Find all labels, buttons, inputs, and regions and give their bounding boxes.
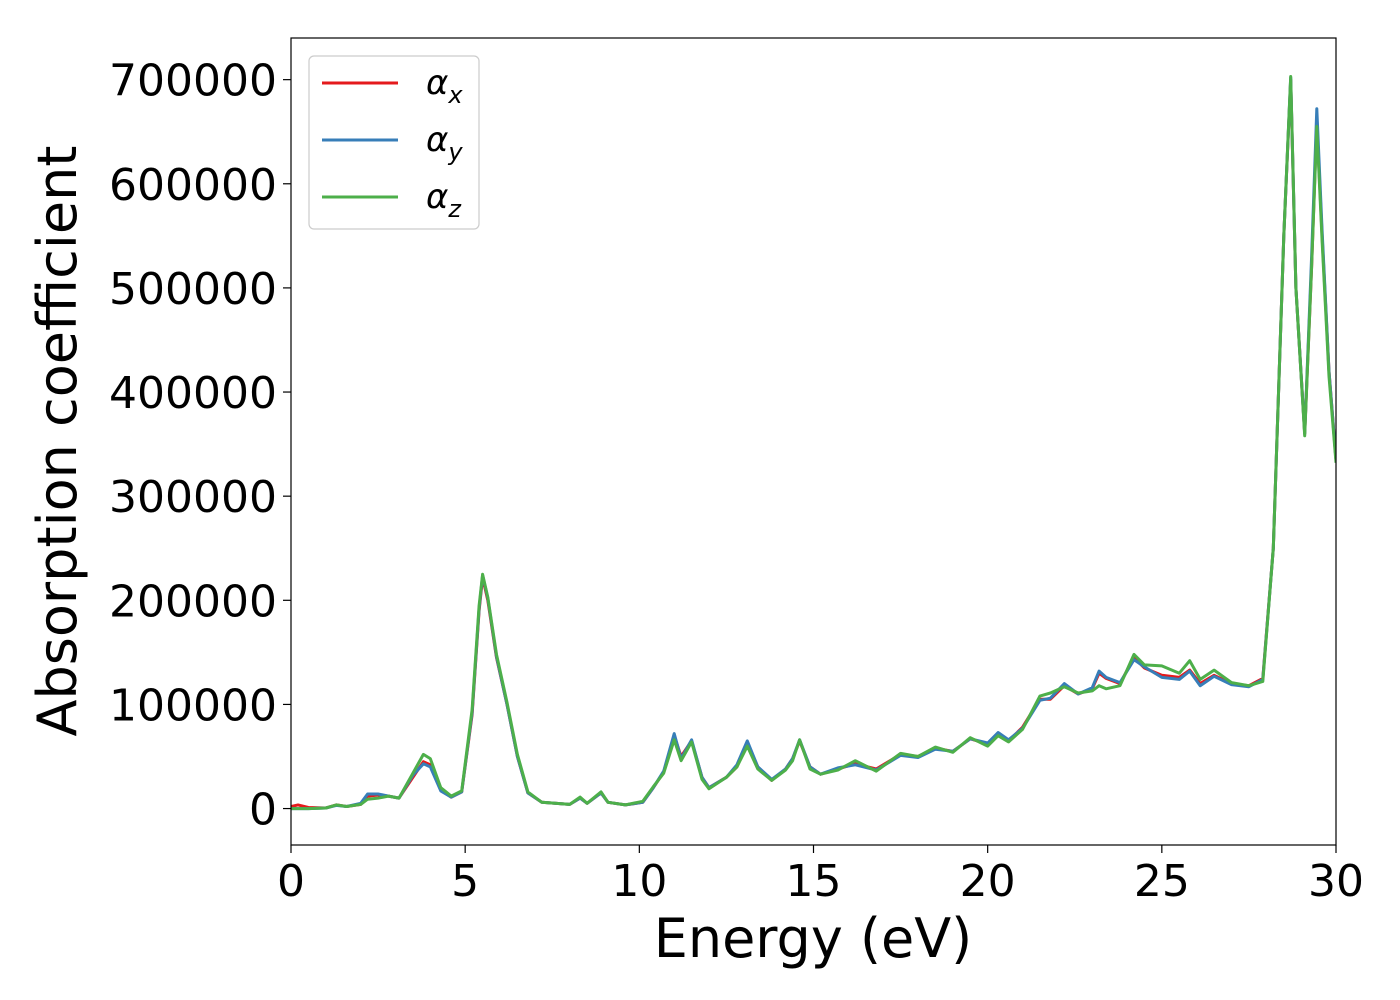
x-tick-label: 10 [611, 856, 667, 907]
y-tick-label: 200000 [109, 576, 277, 627]
legend: αx αy αz [308, 55, 480, 230]
legend-box [308, 55, 480, 230]
x-axis: 0 5 10 15 20 25 30 [277, 845, 1364, 907]
x-tick-label: 5 [451, 856, 479, 907]
y-tick-label: 100000 [109, 680, 277, 731]
plot-lines [291, 75, 1336, 811]
x-tick-label: 30 [1308, 856, 1364, 907]
x-tick-label: 0 [277, 856, 305, 907]
y-tick-label: 500000 [109, 264, 277, 315]
y-axis-title: Absorption coefficient [26, 146, 89, 737]
x-tick-label: 15 [786, 856, 842, 907]
x-tick-label: 20 [960, 856, 1016, 907]
legend-label-z: αz [426, 177, 462, 223]
legend-label-y: αy [426, 120, 463, 166]
y-tick-label: 300000 [109, 472, 277, 523]
y-axis: 0 100000 200000 300000 400000 500000 600000 700… [109, 56, 291, 836]
y-tick-label: 600000 [109, 160, 277, 211]
legend-label-x: αx [426, 63, 463, 109]
y-tick-label: 700000 [109, 56, 277, 107]
y-tick-label: 0 [249, 785, 277, 836]
x-tick-label: 25 [1134, 856, 1190, 907]
series-line-z [291, 75, 1336, 811]
y-tick-label: 400000 [109, 368, 277, 419]
x-axis-title: Energy (eV) [654, 907, 973, 970]
